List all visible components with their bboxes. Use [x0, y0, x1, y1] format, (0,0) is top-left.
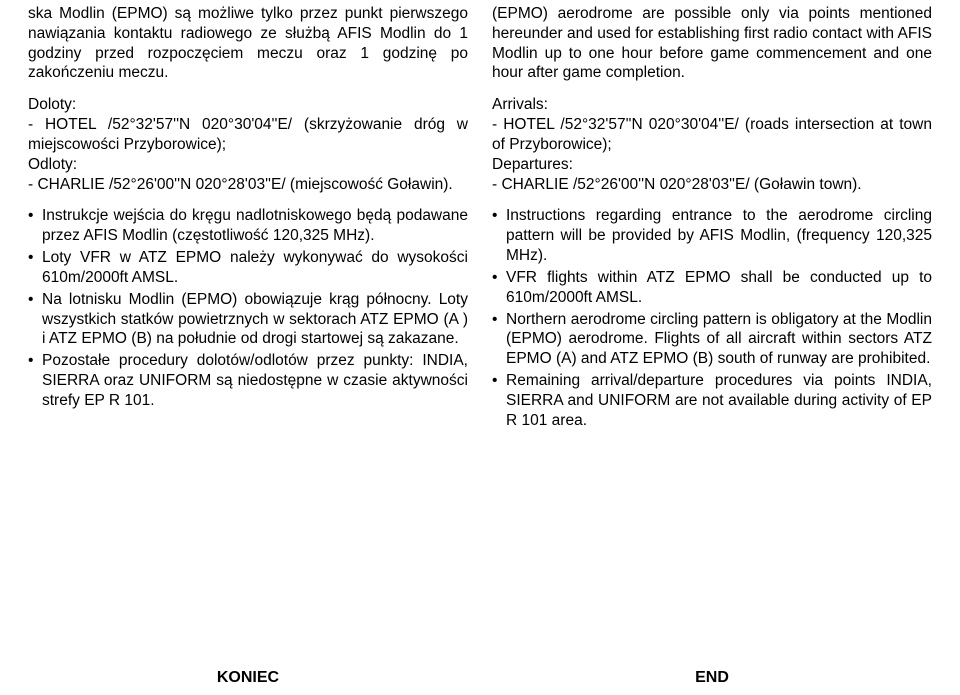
- left-column: ska Modlin (EPMO) są możliwe tylko przez…: [28, 4, 468, 687]
- left-paragraph-1: ska Modlin (EPMO) są możliwe tylko przez…: [28, 4, 468, 83]
- list-item: VFR flights within ATZ EPMO shall be con…: [492, 268, 932, 308]
- list-item: Remaining arrival/departure procedures v…: [492, 371, 932, 430]
- left-paragraph-2: Doloty: - HOTEL /52°32'57''N 020°30'04''…: [28, 95, 468, 194]
- list-item: Instructions regarding entrance to the a…: [492, 206, 932, 265]
- right-bullet-list: Instructions regarding entrance to the a…: [492, 206, 932, 432]
- list-item: Instrukcje wejścia do kręgu nadlotniskow…: [28, 206, 468, 246]
- page: ska Modlin (EPMO) są możliwe tylko przez…: [0, 0, 960, 695]
- right-footer: END: [492, 657, 932, 687]
- right-paragraph-1: (EPMO) aerodrome are possible only via p…: [492, 4, 932, 83]
- left-footer: KONIEC: [28, 657, 468, 687]
- list-item: Pozostałe procedury dolotów/odlotów prze…: [28, 351, 468, 410]
- list-item: Loty VFR w ATZ EPMO należy wykonywać do …: [28, 248, 468, 288]
- left-bullet-list: Instrukcje wejścia do kręgu nadlotniskow…: [28, 206, 468, 412]
- list-item: Northern aerodrome circling pattern is o…: [492, 310, 932, 369]
- list-item: Na lotnisku Modlin (EPMO) obowiązuje krą…: [28, 290, 468, 349]
- right-column: (EPMO) aerodrome are possible only via p…: [492, 4, 932, 687]
- right-paragraph-2: Arrivals: - HOTEL /52°32'57''N 020°30'04…: [492, 95, 932, 194]
